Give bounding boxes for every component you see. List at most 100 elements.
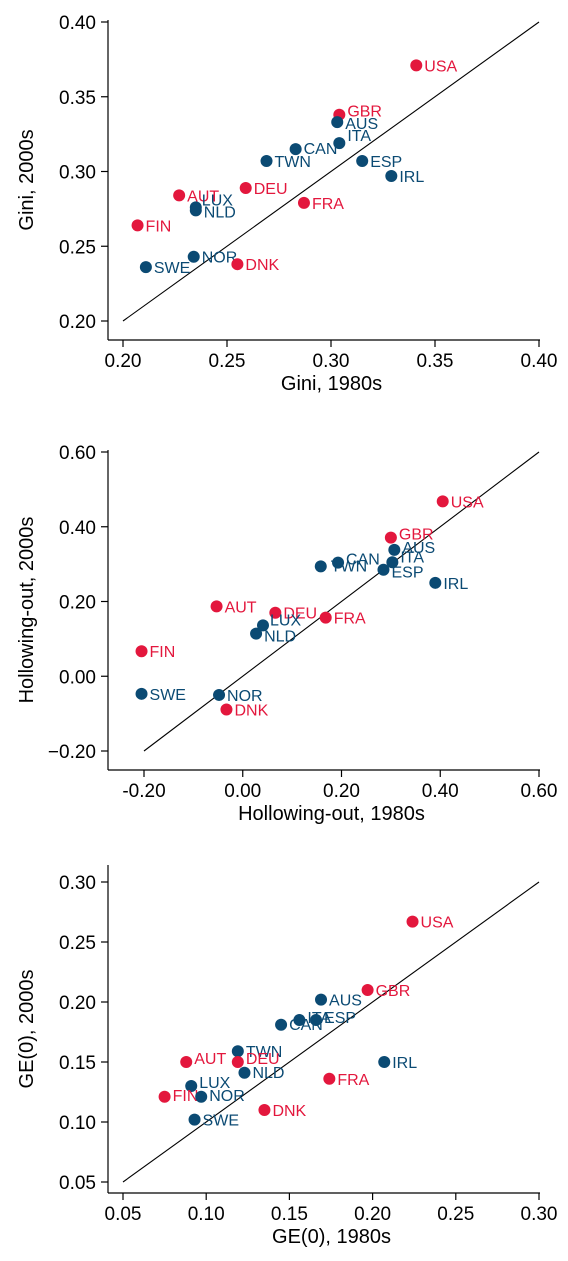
x-tick-label: 0.05: [105, 1204, 142, 1225]
x-axis-title: Hollowing-out, 1980s: [238, 803, 425, 825]
point-label-nld: NLD: [204, 204, 236, 221]
y-tick-label: 0.05: [59, 1173, 96, 1194]
point-label-aut: AUT: [187, 188, 219, 205]
point-label-dnk: DNK: [272, 1103, 306, 1120]
y-tick-label: 0.00: [59, 667, 96, 688]
y-tick-label: 0.40: [59, 518, 96, 539]
point-aus: [331, 116, 344, 129]
point-fra: [297, 196, 310, 209]
point-irl: [429, 576, 442, 589]
point-deu: [269, 606, 282, 619]
point-aus: [315, 993, 328, 1006]
point-gbr: [361, 984, 374, 996]
point-label-irl: IRL: [392, 1055, 417, 1072]
y-axis-title: Gini, 2000s: [16, 129, 38, 230]
y-tick-label: 0.40: [59, 13, 96, 34]
point-nor: [187, 250, 200, 263]
point-label-lux: LUX: [202, 192, 233, 209]
point-label-aus: AUS: [402, 540, 435, 557]
point-label-usa: USA: [421, 915, 454, 932]
point-label-swe: SWE: [203, 1113, 239, 1130]
point-swe: [135, 687, 148, 700]
point-lux: [185, 1080, 198, 1092]
y-tick-label: 0.30: [59, 873, 96, 894]
point-label-swe: SWE: [150, 687, 186, 704]
point-label-fin: FIN: [173, 1088, 199, 1105]
point-usa: [436, 495, 449, 508]
y-tick-label: 0.20: [59, 993, 96, 1014]
point-label-deu: DEU: [254, 181, 288, 198]
y-tick-label: 0.20: [59, 593, 96, 614]
point-label-gbr: GBR: [399, 527, 434, 544]
point-aut: [180, 1056, 193, 1068]
point-label-nor: NOR: [202, 250, 238, 267]
point-fra: [323, 1072, 336, 1085]
point-label-twn: TWN: [275, 154, 311, 171]
point-label-fra: FRA: [312, 196, 344, 213]
point-nld: [189, 204, 202, 217]
point-label-nor: NOR: [209, 1088, 245, 1105]
point-nor: [195, 1090, 208, 1103]
point-label-esp: ESP: [391, 565, 423, 582]
point-esp: [310, 1014, 323, 1026]
y-tick-label: 0.30: [59, 163, 96, 184]
point-fin: [158, 1090, 171, 1103]
point-label-ita: ITA: [347, 128, 371, 145]
point-label-can: CAN: [304, 141, 338, 158]
point-label-deu: DEU: [283, 606, 317, 623]
reference-line: [122, 881, 540, 1183]
x-tick-label: 0.20: [105, 351, 142, 372]
point-label-can: CAN: [346, 552, 380, 569]
point-nld: [238, 1066, 251, 1079]
point-label-twn: TWN: [246, 1044, 282, 1061]
point-aus: [388, 543, 401, 556]
point-label-fin: FIN: [146, 218, 172, 235]
point-gbr: [384, 531, 397, 544]
point-label-usa: USA: [451, 494, 484, 511]
scatter-panel-1: 0.20 0.25 0.30 0.35 0.40 0.20 0.25 0.30 0.35 0.40…: [16, 13, 557, 395]
point-dnk: [258, 1104, 271, 1116]
x-tick-label: 0.15: [271, 1204, 308, 1225]
x-axis-title: GE(0), 1980s: [272, 1226, 391, 1248]
point-nor: [213, 688, 226, 701]
y-axis-title: Hollowing-out, 2000s: [16, 517, 38, 704]
point-usa: [410, 59, 423, 72]
point-label-aut: AUT: [225, 599, 257, 616]
point-label-nld: NLD: [252, 1065, 284, 1082]
y-tick-label: 0.20: [59, 312, 96, 333]
point-label-deu: DEU: [246, 1051, 280, 1068]
point-label-gbr: GBR: [376, 983, 411, 1000]
point-label-gbr: GBR: [347, 104, 382, 121]
point-label-aut: AUT: [194, 1051, 226, 1068]
x-tick-label: 0.40: [521, 351, 558, 372]
point-swe: [188, 1113, 201, 1126]
reference-line: [143, 451, 540, 752]
point-label-dnk: DNK: [234, 703, 268, 720]
point-dnk: [220, 703, 233, 716]
point-swe: [139, 261, 152, 274]
point-deu: [239, 181, 252, 194]
x-tick-label: 0.35: [417, 351, 454, 372]
x-tick-label: 0.20: [354, 1204, 391, 1225]
point-label-esp: ESP: [324, 1010, 356, 1027]
point-esp: [356, 155, 369, 168]
point-irl: [378, 1056, 391, 1068]
point-lux: [256, 619, 269, 632]
point-label-irl: IRL: [443, 576, 468, 593]
y-tick-label: 0.25: [59, 933, 96, 954]
x-axis-title: Gini, 1980s: [281, 373, 382, 395]
point-twn: [260, 155, 273, 168]
point-fra: [319, 611, 332, 624]
point-label-aus: AUS: [345, 116, 378, 133]
point-esp: [377, 563, 390, 576]
point-can: [275, 1018, 288, 1031]
x-tick-label: 0.25: [437, 1204, 474, 1225]
point-label-nld: NLD: [264, 629, 296, 646]
point-label-aus: AUS: [329, 993, 362, 1010]
point-label-nor: NOR: [227, 688, 263, 705]
point-can: [332, 556, 345, 569]
y-tick-label: 0.25: [59, 237, 96, 258]
x-tick-label: 0.30: [521, 1204, 558, 1225]
y-tick-label: −0.20: [48, 742, 96, 763]
